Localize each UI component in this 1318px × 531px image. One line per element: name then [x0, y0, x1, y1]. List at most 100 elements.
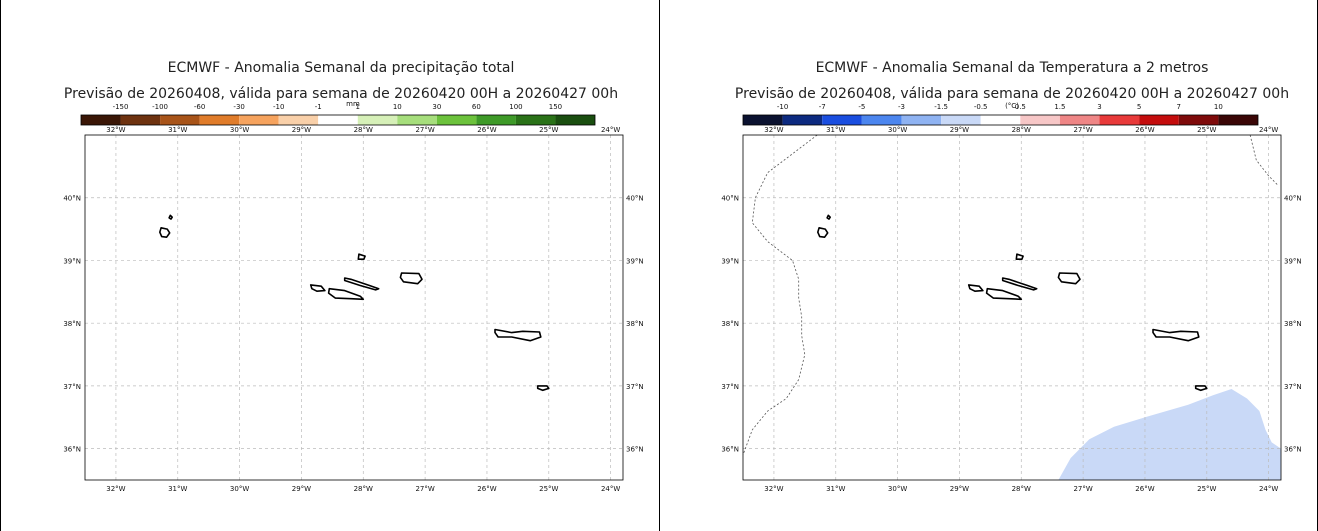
- colorbar-segment: [782, 115, 823, 125]
- colorbar-tick-label: -10: [273, 103, 284, 111]
- lat-tick-label-right: 39°N: [626, 257, 644, 265]
- colorbar-segment: [1099, 115, 1140, 125]
- island-graciosa: [357, 253, 366, 260]
- colorbar-segment: [81, 115, 121, 125]
- colorbar-tick-label: 10: [393, 103, 402, 111]
- colorbar-unit: mm: [346, 100, 360, 108]
- lat-tick-label-right: 38°N: [1284, 320, 1302, 328]
- lat-tick-label-right: 40°N: [626, 195, 644, 203]
- island-corvo: [168, 214, 173, 220]
- colorbar-segment: [743, 115, 783, 125]
- colorbar-segment: [1178, 115, 1219, 125]
- lon-tick-label-bottom: 28°W: [354, 485, 373, 493]
- lon-tick-label-bottom: 31°W: [826, 485, 845, 493]
- lat-tick-label-right: 36°N: [626, 446, 644, 454]
- lon-tick-label-top: 25°W: [539, 126, 558, 134]
- lon-tick-label-bottom: 26°W: [477, 485, 496, 493]
- lon-tick-label-top: 29°W: [950, 126, 969, 134]
- lat-tick-label-left: 36°N: [721, 446, 739, 454]
- lon-tick-label-top: 32°W: [106, 126, 125, 134]
- lon-tick-label-top: 24°W: [1259, 126, 1278, 134]
- temperature-anomaly-map-panel: ECMWF - Anomalia Semanal da Temperatura …: [660, 0, 1318, 531]
- lon-tick-label-bottom: 25°W: [1197, 485, 1216, 493]
- island-flores: [159, 227, 171, 238]
- lon-tick-label-bottom: 28°W: [1012, 485, 1031, 493]
- island-sao-jorge: [1001, 277, 1038, 291]
- lon-tick-label-top: 31°W: [168, 126, 187, 134]
- colorbar-tick-label: -7: [819, 103, 826, 111]
- lon-tick-label-top: 27°W: [415, 126, 434, 134]
- lon-tick-label-top: 31°W: [826, 126, 845, 134]
- lat-tick-label-right: 40°N: [1284, 195, 1302, 203]
- lon-tick-label-top: 24°W: [601, 126, 620, 134]
- colorbar-tick-label: 30: [432, 103, 441, 111]
- colorbar-segment: [160, 115, 200, 125]
- lat-tick-label-left: 40°N: [63, 195, 81, 203]
- colorbar-frame: [80, 114, 596, 126]
- lon-tick-label-top: 30°W: [888, 126, 907, 134]
- island-flores: [817, 227, 829, 238]
- lon-tick-label-top: 27°W: [1073, 126, 1092, 134]
- island-santa-maria: [536, 385, 550, 392]
- lon-tick-label-bottom: 32°W: [764, 485, 783, 493]
- island-graciosa: [1015, 253, 1024, 260]
- precipitation-anomaly-map-panel: ECMWF - Anomalia Semanal da precipitação…: [0, 0, 660, 531]
- lat-tick-label-right: 38°N: [626, 320, 644, 328]
- lon-tick-label-bottom: 29°W: [950, 485, 969, 493]
- colorbar-unit: (°C): [1005, 102, 1019, 110]
- island-terceira: [399, 272, 423, 285]
- lon-tick-label-top: 29°W: [292, 126, 311, 134]
- colorbar-tick-label: 7: [1177, 103, 1181, 111]
- colorbar-segment: [120, 115, 161, 125]
- temperature-anomaly-map: ECMWF - Anomalia Semanal da Temperatura …: [721, 60, 1302, 493]
- colorbar-tick-label: 10: [1214, 103, 1223, 111]
- lon-tick-label-top: 26°W: [477, 126, 496, 134]
- colorbar: -150 -100 -60 -30 -10 -1 1 10 30 60 100 150: [80, 103, 596, 126]
- colorbar-segment: [1059, 115, 1100, 125]
- island-corvo: [826, 214, 831, 220]
- colorbar-tick-label: 150: [549, 103, 562, 111]
- island-sao-miguel: [494, 328, 542, 342]
- colorbar-tick-label: 1: [356, 103, 360, 111]
- island-faial: [967, 284, 984, 292]
- colorbar-segment: [555, 115, 595, 125]
- colorbar-segment: [436, 115, 477, 125]
- lon-tick-label-bottom: 24°W: [1259, 485, 1278, 493]
- precipitation-anomaly-map: ECMWF - Anomalia Semanal da precipitação…: [63, 60, 644, 493]
- colorbar-tick-label: 60: [472, 103, 481, 111]
- map-subtitle: Previsão de 20260408, válida para semana…: [64, 86, 618, 102]
- island-sao-miguel: [1152, 328, 1200, 342]
- island-santa-maria: [1194, 385, 1208, 392]
- lon-tick-label-top: 28°W: [1012, 126, 1031, 134]
- colorbar-segment: [199, 115, 240, 125]
- lon-tick-label-top: 30°W: [230, 126, 249, 134]
- dashed-contour-west: [742, 134, 818, 456]
- colorbar-segment: [357, 115, 398, 125]
- colorbar-segment: [980, 115, 1021, 125]
- colorbar-tick-label: 0.5: [1015, 103, 1026, 111]
- lat-tick-label-right: 37°N: [626, 383, 644, 391]
- colorbar-tick-label: 5: [1137, 103, 1141, 111]
- lon-tick-label-bottom: 24°W: [601, 485, 620, 493]
- colorbar-segment: [239, 115, 279, 125]
- lat-tick-label-left: 38°N: [721, 320, 739, 328]
- colorbar-segment: [515, 115, 556, 125]
- colorbar-segment: [476, 115, 516, 125]
- colorbar-tick-label: -3: [898, 103, 905, 111]
- island-pico: [985, 287, 1023, 301]
- temperature-anomaly-region: [1058, 389, 1281, 480]
- lat-tick-label-right: 39°N: [1284, 257, 1302, 265]
- colorbar-tick-label: 1.5: [1054, 103, 1065, 111]
- lon-tick-label-bottom: 27°W: [1073, 485, 1092, 493]
- map-subtitle: Previsão de 20260408, válida para semana…: [735, 86, 1289, 102]
- lon-tick-label-bottom: 30°W: [888, 485, 907, 493]
- colorbar-segment: [278, 115, 319, 125]
- colorbar-tick-label: 100: [509, 103, 522, 111]
- map-area: [84, 134, 624, 481]
- colorbar-segment: [1139, 115, 1179, 125]
- colorbar-tick-label: -0.5: [974, 103, 988, 111]
- map-frame: [742, 134, 1282, 481]
- map-title: ECMWF - Anomalia Semanal da precipitação…: [168, 60, 515, 76]
- lon-tick-label-bottom: 32°W: [106, 485, 125, 493]
- lat-tick-label-left: 40°N: [721, 195, 739, 203]
